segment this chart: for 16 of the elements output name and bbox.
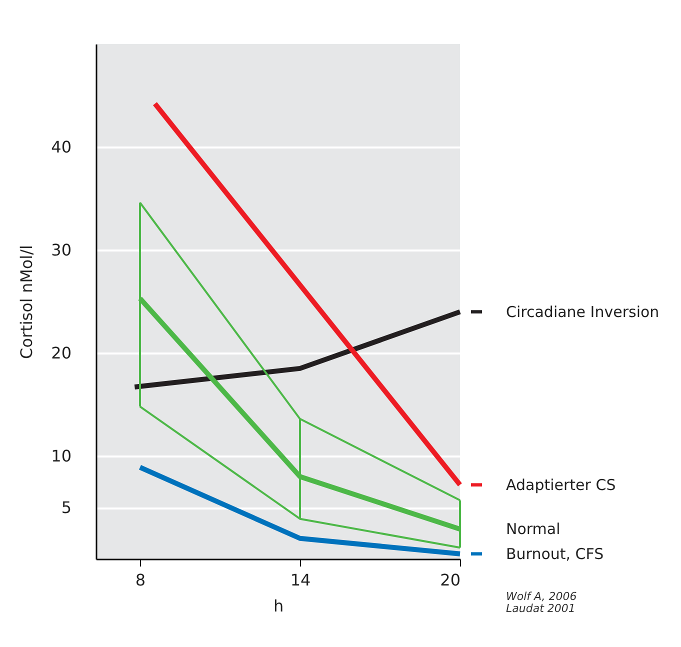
x-axis-title: h: [273, 596, 284, 616]
legend-label: Adaptierter CS: [506, 476, 616, 494]
legend-label: Circadiane Inversion: [506, 302, 660, 321]
text: Normal: [506, 520, 560, 538]
x-tick-label: 14: [290, 570, 311, 590]
y-tick-label: 20: [51, 344, 72, 362]
legend-label: Burnout, CFS: [506, 544, 604, 563]
y-axis-title: Cortisol nMol/l: [17, 245, 36, 359]
y-tick-label: 10: [51, 446, 72, 466]
y-tick-label: 40: [51, 138, 72, 156]
text: Laudat 2001: [506, 602, 576, 615]
text: Wolf A, 2006: [506, 590, 577, 603]
x-tick-label: 8: [135, 570, 146, 590]
x-tick-label: 20: [440, 570, 460, 590]
y-tick-label: 30: [51, 240, 72, 260]
y-tick-label: 5: [61, 498, 72, 517]
